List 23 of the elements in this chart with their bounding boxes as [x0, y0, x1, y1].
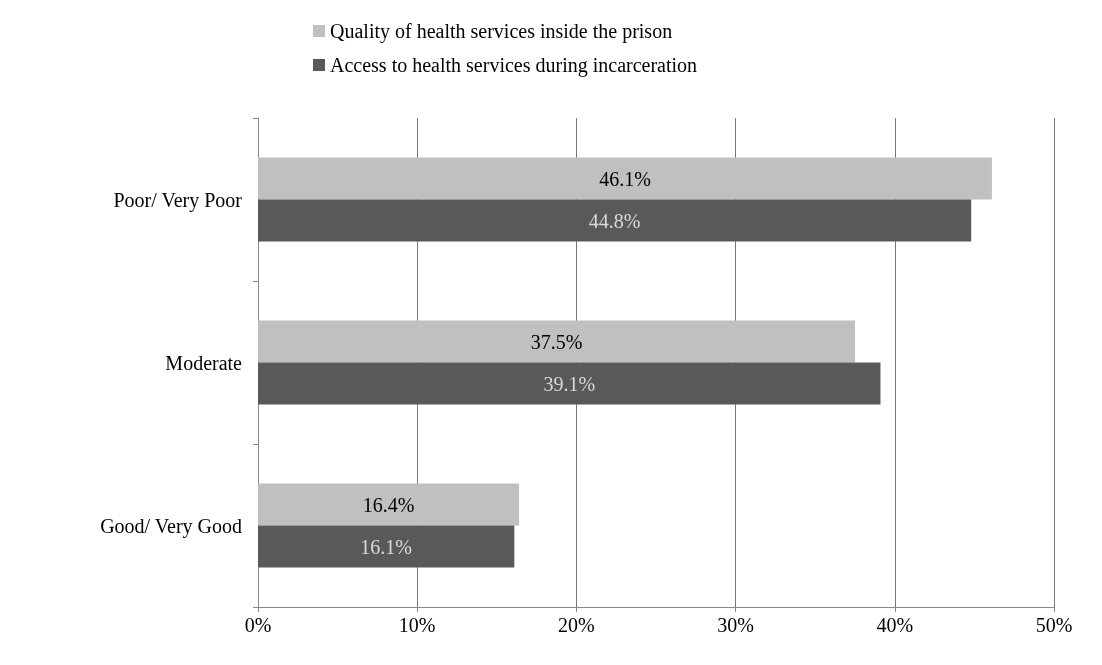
legend-label: Access to health services during incarceration — [330, 54, 698, 77]
data-label: 16.4% — [362, 493, 415, 516]
bar — [258, 199, 972, 242]
y-tick-label: Moderate — [165, 351, 243, 374]
x-tick-label: 40% — [876, 614, 914, 636]
x-tick-label: 0% — [244, 614, 272, 636]
bar — [258, 525, 515, 568]
data-label: 46.1% — [599, 167, 651, 190]
data-label: 37.5% — [530, 330, 583, 353]
bar — [258, 157, 992, 200]
x-tick-label: 20% — [558, 614, 595, 636]
legend-label: Quality of health services inside the prison — [330, 20, 673, 43]
y-tick-label: Good/ Very Good — [100, 514, 242, 538]
x-tick-label: 50% — [1035, 614, 1073, 636]
y-tick-label: Poor/ Very Poor — [113, 188, 243, 212]
data-label: 16.1% — [360, 535, 412, 558]
x-tick-label: 10% — [398, 614, 436, 636]
data-label: 39.1% — [543, 372, 596, 395]
bar — [258, 483, 520, 526]
bar — [258, 362, 881, 405]
bar — [258, 320, 855, 363]
x-tick-label: 30% — [717, 614, 754, 636]
data-label: 44.8% — [588, 209, 641, 232]
